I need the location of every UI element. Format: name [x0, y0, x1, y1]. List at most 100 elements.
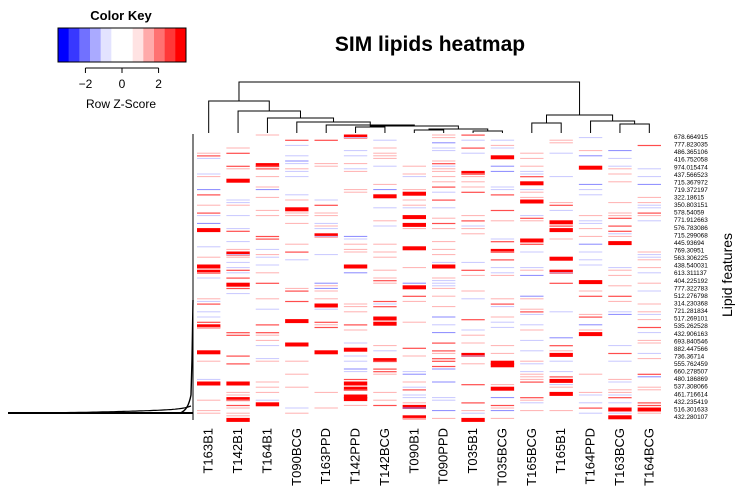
- heatmap-cell: [285, 386, 309, 388]
- heatmap-cell: [490, 251, 515, 253]
- row-label: 432.235419: [674, 399, 708, 406]
- heatmap-cell: [490, 144, 515, 146]
- heatmap-cell: [549, 352, 573, 357]
- heatmap-cell: [197, 256, 221, 258]
- heatmap-cell: [637, 352, 661, 354]
- heatmap-cell: [520, 267, 544, 269]
- row-label: 613.311137: [674, 270, 707, 277]
- heatmap-cell: [608, 235, 632, 237]
- heatmap-cell: [520, 324, 544, 326]
- heatmap-cell: [255, 176, 280, 178]
- heatmap-cell: [285, 194, 309, 196]
- heatmap-cell: [285, 212, 309, 214]
- heatmap-cell: [578, 251, 603, 253]
- heatmap-cell: [285, 155, 309, 157]
- row-label: 404.225192: [674, 278, 708, 285]
- heatmap-cell: [520, 170, 544, 172]
- heatmap-cell: [255, 134, 280, 136]
- color-key-cell: [68, 28, 80, 62]
- heatmap-cell: [226, 152, 250, 154]
- row-label: 512.276798: [674, 293, 708, 300]
- heatmap-cell: [608, 165, 632, 167]
- heatmap-cell: [432, 410, 456, 412]
- heatmap-cell: [314, 204, 338, 206]
- heatmap-cell: [608, 378, 632, 380]
- row-label: 555.762459: [674, 361, 708, 368]
- y-axis-label: Lipid features: [719, 233, 735, 317]
- color-key-axis: −2 0 2: [79, 67, 162, 91]
- heatmap-cell: [461, 220, 485, 222]
- heatmap-cell: [520, 181, 544, 186]
- heatmap-cell: [343, 243, 368, 245]
- heatmap-cell: [490, 417, 515, 419]
- heatmap-cell: [285, 160, 309, 162]
- heatmap-cell: [578, 412, 603, 414]
- row-label: 486.365106: [674, 149, 708, 156]
- heatmap-cell: [402, 176, 426, 178]
- heatmap-cell: [402, 417, 426, 419]
- heatmap-cell: [490, 404, 515, 407]
- heatmap-cell: [402, 282, 426, 284]
- heatmap-cell: [432, 381, 456, 383]
- heatmap-cell: [608, 311, 632, 313]
- heatmap-cell: [608, 295, 632, 297]
- heatmap-cell: [402, 300, 426, 302]
- heatmap-cell: [343, 394, 368, 399]
- heatmap-cell: [578, 402, 603, 404]
- heatmap-cell: [197, 173, 221, 175]
- heatmap-cell: [226, 355, 250, 357]
- heatmap-cell: [432, 207, 456, 209]
- heatmap-cell: [197, 215, 221, 217]
- heatmap-cell: [432, 360, 456, 362]
- column-label: T035BCG: [494, 428, 509, 486]
- heatmap-cell: [226, 269, 250, 271]
- heatmap-cell: [373, 368, 397, 370]
- heatmap-cell: [255, 186, 280, 188]
- heatmap-cell: [226, 202, 250, 204]
- heatmap-cell: [197, 378, 221, 380]
- heatmap-cell: [608, 389, 632, 391]
- heatmap-cell: [549, 139, 573, 141]
- heatmap-cell: [608, 415, 632, 420]
- heatmap-cell: [637, 376, 661, 378]
- heatmap-cell: [432, 137, 456, 139]
- row-label: 516.301633: [674, 406, 708, 413]
- heatmap-cell: [637, 326, 661, 329]
- dendrogram-branch: [208, 100, 270, 133]
- column-label: T165BCG: [524, 428, 539, 486]
- heatmap-cell: [637, 311, 661, 313]
- heatmap-cell: [343, 371, 368, 373]
- heatmap-cell: [608, 212, 632, 214]
- heatmap-cell: [226, 397, 250, 402]
- heatmap-cell: [373, 225, 397, 227]
- heatmap-cell: [608, 313, 632, 315]
- heatmap-cell: [402, 199, 426, 201]
- heatmap-cell: [549, 238, 573, 240]
- row-label: 437.566523: [674, 172, 708, 179]
- heatmap-cell: [373, 350, 397, 352]
- heatmap-cell: [520, 295, 544, 297]
- heatmap-cell: [520, 191, 544, 193]
- heatmap-cell: [461, 352, 485, 357]
- heatmap-cell: [226, 334, 250, 336]
- heatmap-cell: [226, 248, 250, 250]
- heatmap-cell: [461, 152, 485, 154]
- heatmap-cell: [578, 280, 603, 285]
- heatmap-cell: [432, 199, 456, 201]
- heatmap-cell: [578, 137, 603, 139]
- heatmap-cell: [402, 215, 426, 220]
- heatmap-cell: [461, 384, 485, 386]
- column-label: T163B1: [201, 428, 216, 474]
- heatmap-cell: [197, 204, 221, 206]
- heatmap-cell: [285, 287, 309, 289]
- heatmap-cell: [226, 332, 250, 334]
- heatmap-cell: [578, 295, 603, 297]
- heatmap-cell: [432, 186, 456, 188]
- heatmap-cell: [520, 313, 544, 315]
- column-label: T164BCG: [641, 428, 656, 486]
- heatmap-cell: [226, 293, 250, 295]
- color-key-cell: [90, 28, 101, 62]
- column-label: T142PPD: [348, 428, 363, 484]
- heatmap-cell: [255, 215, 280, 217]
- heatmap-cell: [520, 298, 544, 300]
